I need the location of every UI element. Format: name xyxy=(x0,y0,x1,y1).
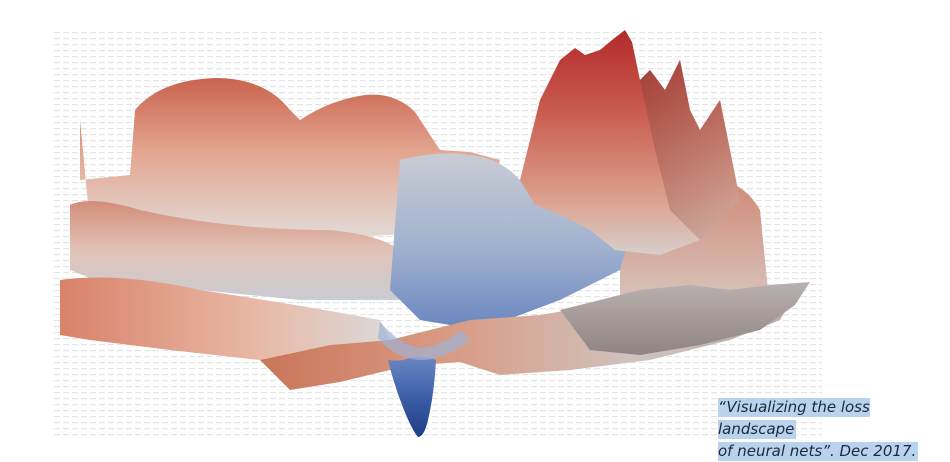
funnel-rim-highlight xyxy=(378,322,470,360)
foreground-left-slab xyxy=(60,277,390,360)
loss-landscape-figure xyxy=(52,30,822,440)
right-rough-ridge xyxy=(560,282,810,355)
central-valley xyxy=(390,153,640,330)
figure-caption: “Visualizing the loss landscape of neura… xyxy=(718,396,944,462)
caption-line-2: of neural nets”. Dec 2017. xyxy=(718,442,919,461)
left-mid-slope xyxy=(70,201,420,300)
back-left-hill xyxy=(80,78,500,240)
caption-line-1: “Visualizing the loss landscape xyxy=(718,398,870,439)
minimum-funnel xyxy=(388,356,436,437)
main-peak-shadow xyxy=(640,60,740,240)
